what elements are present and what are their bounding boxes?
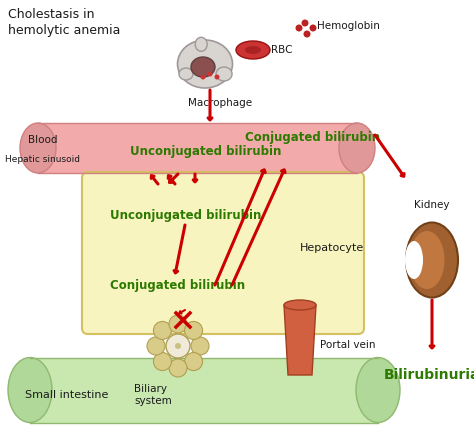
Ellipse shape [154, 321, 172, 339]
Ellipse shape [405, 241, 423, 279]
Ellipse shape [410, 231, 445, 289]
Text: Unconjugated bilirubin: Unconjugated bilirubin [130, 146, 282, 158]
Ellipse shape [406, 223, 458, 297]
FancyBboxPatch shape [82, 172, 364, 334]
Circle shape [295, 24, 302, 32]
Text: Biliary
system: Biliary system [134, 384, 172, 406]
Ellipse shape [8, 357, 52, 422]
Circle shape [303, 30, 310, 38]
Text: Kidney: Kidney [414, 200, 450, 210]
Text: Cholestasis in
hemolytic anemia: Cholestasis in hemolytic anemia [8, 8, 120, 37]
Ellipse shape [169, 359, 187, 377]
Ellipse shape [147, 337, 165, 355]
Circle shape [175, 343, 181, 349]
Circle shape [215, 74, 219, 80]
Circle shape [310, 24, 317, 32]
Circle shape [166, 334, 190, 358]
Ellipse shape [236, 41, 270, 59]
Ellipse shape [356, 357, 400, 422]
Ellipse shape [179, 68, 193, 80]
Text: Blood: Blood [28, 135, 57, 145]
Ellipse shape [216, 67, 232, 81]
Ellipse shape [191, 57, 215, 77]
Text: Unconjugated bilirubin: Unconjugated bilirubin [110, 208, 261, 222]
Ellipse shape [284, 300, 316, 310]
Ellipse shape [339, 123, 375, 173]
Ellipse shape [177, 40, 233, 88]
Ellipse shape [184, 321, 202, 339]
Ellipse shape [184, 353, 202, 371]
Text: Macrophage: Macrophage [188, 98, 252, 108]
Ellipse shape [169, 315, 187, 333]
Text: Small intestine: Small intestine [25, 390, 109, 400]
Text: RBC: RBC [271, 45, 292, 55]
Text: Portal vein: Portal vein [320, 340, 375, 350]
Ellipse shape [154, 353, 172, 371]
Ellipse shape [195, 37, 207, 51]
Polygon shape [284, 305, 316, 375]
Text: Conjugated bilirubin: Conjugated bilirubin [245, 131, 380, 145]
Ellipse shape [20, 123, 56, 173]
Ellipse shape [191, 337, 209, 355]
Text: Hemoglobin: Hemoglobin [317, 21, 380, 31]
Ellipse shape [245, 46, 261, 54]
Circle shape [301, 20, 309, 27]
Circle shape [201, 74, 206, 80]
Circle shape [208, 71, 212, 77]
Text: Hepatocyte: Hepatocyte [300, 243, 364, 253]
FancyBboxPatch shape [30, 357, 378, 422]
Text: Hepatic sinusoid: Hepatic sinusoid [5, 155, 80, 164]
Text: Conjugated bilirubin: Conjugated bilirubin [110, 279, 245, 291]
FancyBboxPatch shape [38, 123, 357, 173]
Text: Bilirubinuria: Bilirubinuria [384, 368, 474, 382]
